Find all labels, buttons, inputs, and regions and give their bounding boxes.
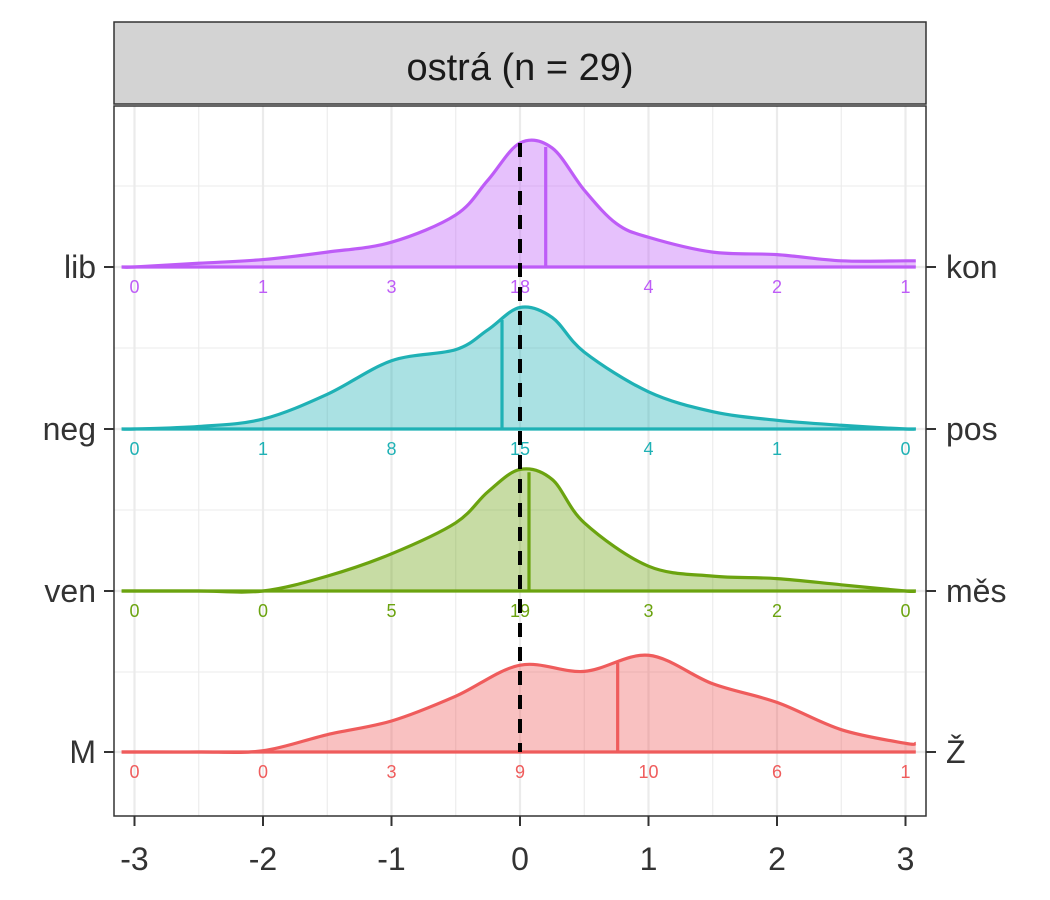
x-axis: -3 -2 -1 0 1 2 3 [120,816,914,877]
x-tick-label: 0 [511,841,529,877]
count-label: 0 [258,601,268,621]
count-label: 9 [515,762,525,782]
count-label: 6 [772,762,782,782]
x-tick-label: 3 [897,841,915,877]
y-axis-right: kon pos měs Ž [926,249,1006,770]
count-label: 4 [643,277,653,297]
count-label: 1 [772,439,782,459]
ridge-line-lib [121,138,916,269]
count-label: 2 [772,601,782,621]
count-label: 0 [129,439,139,459]
y-label-left: M [69,734,96,770]
count-label: 0 [900,439,910,459]
count-label: 1 [258,439,268,459]
ridge-line-neg [121,305,916,431]
y-axis-left: lib neg ven M [43,249,114,770]
x-tick-label: -3 [120,841,148,877]
count-label: 3 [386,762,396,782]
facet-strip [113,21,927,105]
x-tick-label: -1 [377,841,405,877]
x-tick-label: -2 [249,841,277,877]
count-label: 0 [129,601,139,621]
count-label: 4 [643,439,653,459]
count-label: 3 [386,277,396,297]
y-label-left: lib [64,249,96,285]
x-tick-label: 1 [640,841,658,877]
x-tick-label: 2 [768,841,786,877]
count-label: 0 [129,277,139,297]
count-label: 2 [772,277,782,297]
count-label: 5 [386,601,396,621]
facet-strip-title: ostrá (n = 29) [406,47,633,89]
y-label-left: neg [43,411,96,447]
count-labels: 01318421018154100051932000391061 [129,277,910,782]
count-label: 1 [900,762,910,782]
count-label: 0 [258,762,268,782]
y-label-right: kon [946,249,998,285]
count-label: 15 [510,439,530,459]
y-label-right: pos [946,411,998,447]
y-label-right: měs [946,573,1006,609]
count-label: 1 [258,277,268,297]
count-label: 10 [638,762,658,782]
count-label: 1 [900,277,910,297]
count-label: 0 [129,762,139,782]
y-label-left: ven [44,573,96,609]
count-label: 3 [643,601,653,621]
y-label-right: Ž [946,734,966,770]
count-label: 8 [386,439,396,459]
count-label: 0 [900,601,910,621]
